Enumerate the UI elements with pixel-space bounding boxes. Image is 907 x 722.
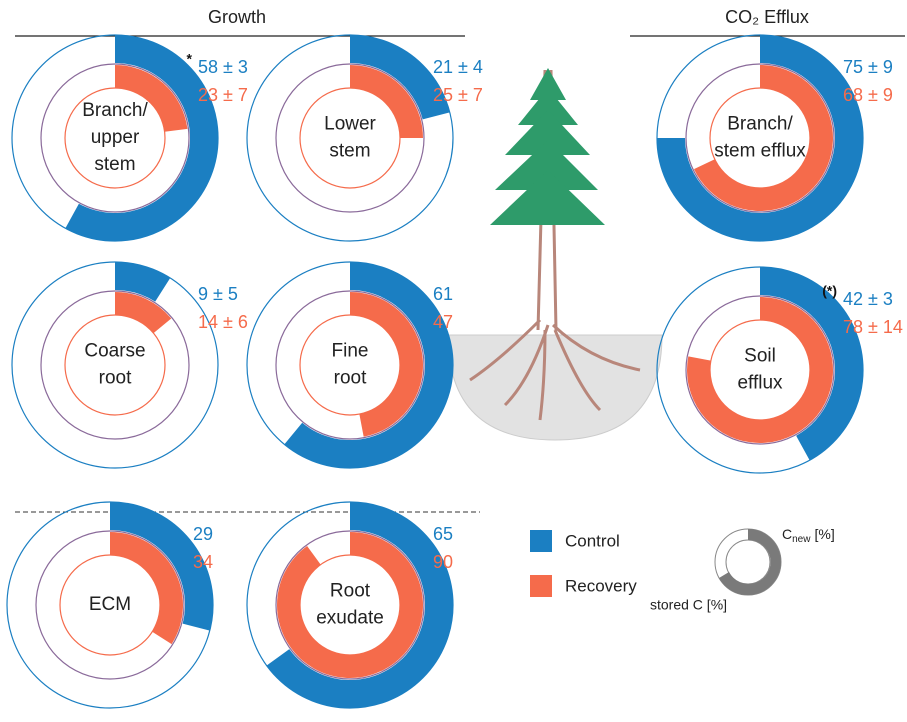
donut-label: stem efflux — [714, 141, 806, 162]
recovery-value-label: 23 ± 7 — [198, 85, 248, 105]
donut-label: Fine — [332, 341, 369, 362]
key-text: C — [782, 526, 792, 542]
donut-label: Branch/ — [82, 100, 148, 121]
inner-outline — [710, 88, 810, 188]
control-value-label: 58 ± 3 — [198, 57, 248, 77]
donut-label: root — [334, 368, 367, 389]
donut-label: exudate — [316, 608, 384, 629]
donut-label: efflux — [737, 373, 783, 394]
inner-outline — [300, 555, 400, 655]
donut-label: Soil — [744, 346, 776, 367]
control-value-label: 65 — [433, 524, 453, 544]
significance-mark: * — [187, 51, 193, 67]
legend-label: Control — [565, 531, 620, 550]
control-value-label: 75 ± 9 — [843, 57, 893, 77]
control-value-label: 21 ± 4 — [433, 57, 483, 77]
recovery-value-label: 90 — [433, 552, 453, 572]
key-label: stored C [%] — [650, 597, 727, 613]
inner-outline — [300, 315, 400, 415]
recovery-value-label: 78 ± 14 — [843, 317, 903, 337]
donut-label: Lower — [324, 114, 376, 135]
key-ring — [715, 529, 781, 595]
recovery-value-label: 25 ± 7 — [433, 85, 483, 105]
control-value-label: 61 — [433, 284, 453, 304]
recovery-value-label: 47 — [433, 312, 453, 332]
inner-outline — [65, 315, 165, 415]
key-label: Cnew[%] — [782, 526, 835, 545]
recovery-value-label: 14 ± 6 — [198, 312, 248, 332]
page: {"groups": [{"title": "Growth"}, {"title… — [0, 0, 907, 722]
donut-label: ECM — [89, 594, 131, 615]
recovery-value-label: 68 ± 9 — [843, 85, 893, 105]
group-title: Growth — [208, 7, 266, 27]
recovery-value-label: 34 — [193, 552, 213, 572]
legend-label: Recovery — [565, 576, 637, 595]
figure: Growth CO₂ Efflux Control Recovery Cnew[… — [0, 0, 907, 717]
key-unit: [%] — [814, 526, 834, 542]
control-value-label: 9 ± 5 — [198, 284, 238, 304]
legend-swatch — [530, 530, 552, 552]
donut-label: Root — [330, 581, 371, 602]
inner-outline — [300, 88, 400, 188]
donut-label: stem — [329, 141, 370, 162]
group-title: CO₂ Efflux — [725, 7, 809, 27]
donut-label: stem — [94, 154, 135, 175]
donut-label: Coarse — [84, 341, 145, 362]
tree-illustration — [448, 68, 662, 440]
donut-label: upper — [91, 127, 140, 148]
legend-swatch — [530, 575, 552, 597]
donut-label: root — [99, 368, 132, 389]
inner-outline — [710, 320, 810, 420]
control-value-label: 29 — [193, 524, 213, 544]
donut-label: Branch/ — [727, 114, 793, 135]
significance-mark: (*) — [822, 283, 837, 299]
control-value-label: 42 ± 3 — [843, 289, 893, 309]
key-subscript: new — [792, 534, 811, 545]
